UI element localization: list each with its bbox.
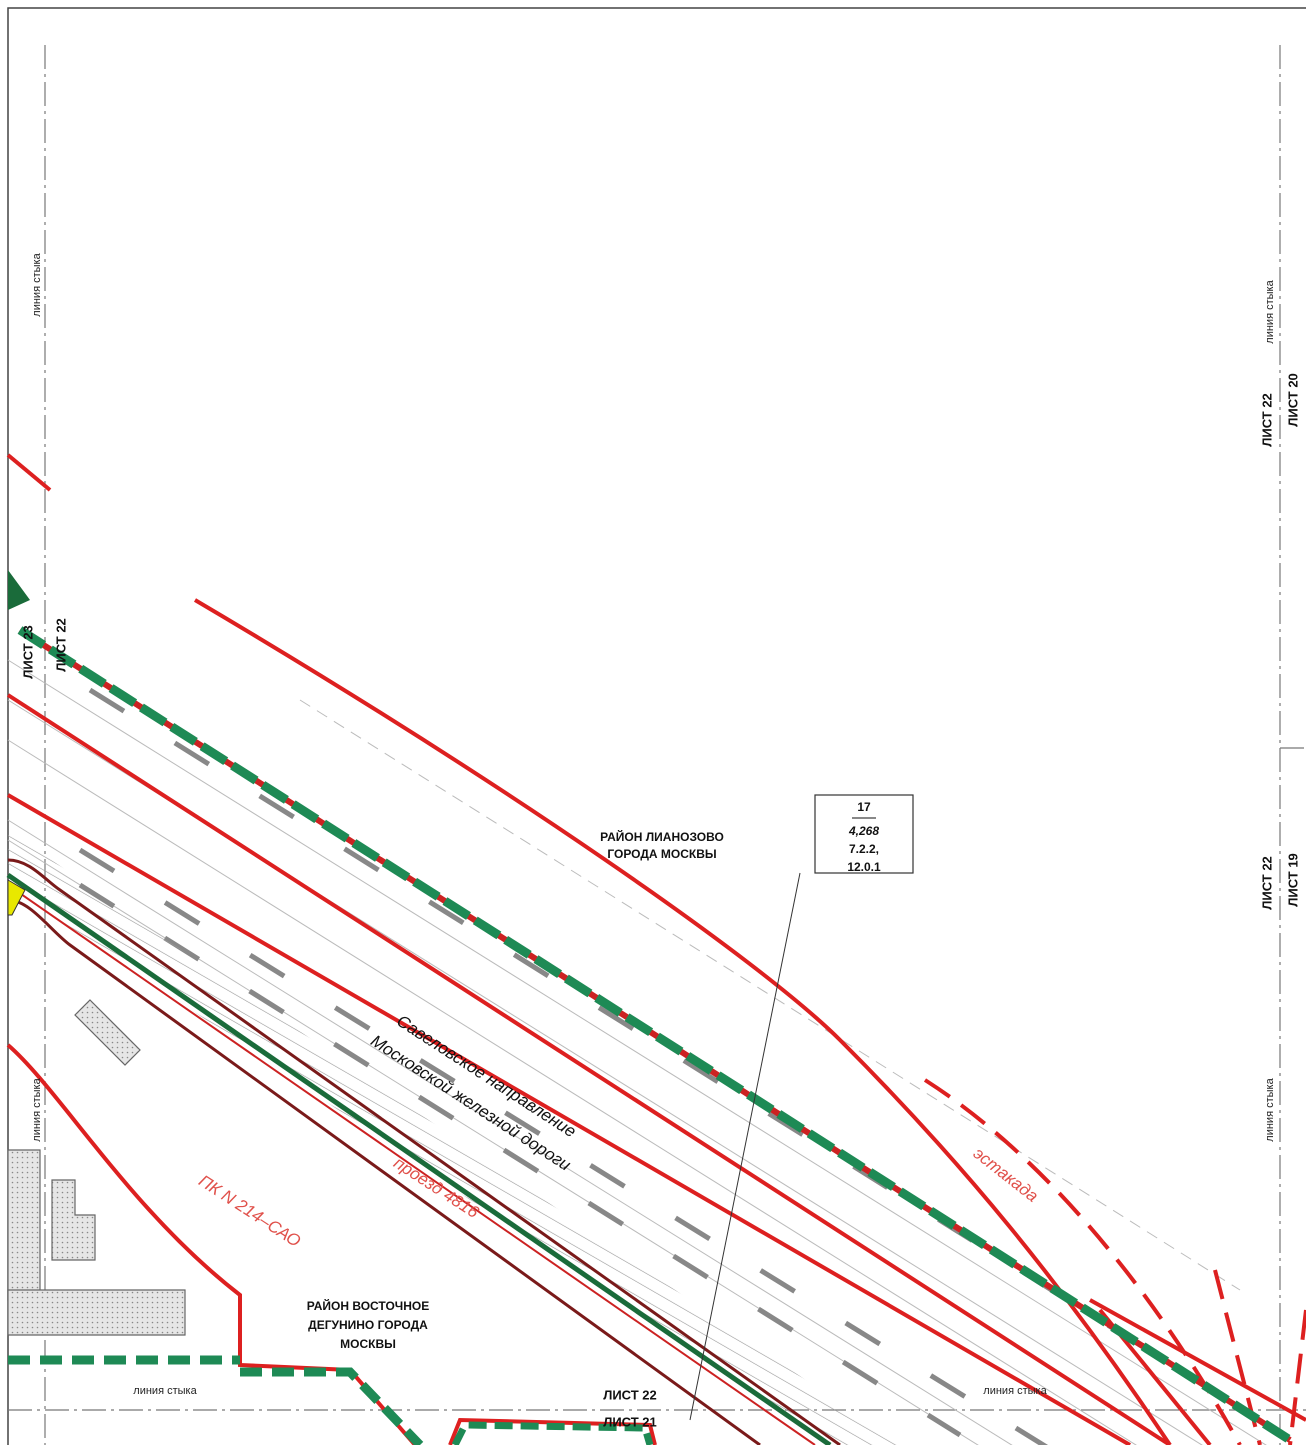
frame <box>7 7 1306 1445</box>
joint-label: линия стыка <box>133 1385 197 1397</box>
sheet-label: ЛИСТ 22 <box>603 1387 657 1402</box>
hatched-corridor <box>8 830 900 1445</box>
platform <box>88 687 1262 1423</box>
sheet-label: ЛИСТ 21 <box>603 1414 657 1429</box>
red-line <box>7 884 816 1445</box>
green-wedge <box>8 570 30 610</box>
sheet-label: ЛИСТ 23 <box>20 625 35 679</box>
picket-label: ПК N 214–САО <box>195 1171 304 1251</box>
track <box>7 699 1203 1445</box>
red-line <box>193 598 1172 1445</box>
district-label: РАЙОН ЛИАНОЗОВО <box>600 829 724 844</box>
joint-label: линия стыка <box>31 252 43 316</box>
boundary-green <box>451 1421 654 1445</box>
joint-label: линия стыка <box>31 1077 43 1141</box>
red-line <box>448 1417 657 1445</box>
district-label: ГОРОДА МОСКВЫ <box>607 847 716 861</box>
district-label: ДЕГУНИНО ГОРОДА <box>308 1318 428 1332</box>
district-label: МОСКВЫ <box>340 1337 396 1351</box>
callout-leader <box>689 872 801 1421</box>
track <box>7 659 1267 1445</box>
callout-code: 12.0.1 <box>847 860 881 874</box>
overpass-line <box>1288 1309 1306 1445</box>
sheet-label: ЛИСТ 22 <box>1259 393 1274 447</box>
red-line <box>6 793 1132 1445</box>
callout-area: 4,268 <box>848 824 879 838</box>
building <box>7 1289 186 1336</box>
red-line <box>6 453 52 492</box>
red-line <box>6 693 1172 1445</box>
sheet-label: ЛИСТ 19 <box>1285 853 1300 907</box>
platforms <box>78 687 1262 1445</box>
track <box>299 699 1241 1291</box>
callout-box <box>814 794 914 874</box>
red-line <box>1089 1298 1306 1422</box>
boundary-red <box>18 627 1292 1443</box>
sheet-label: ЛИСТ 20 <box>1285 373 1300 427</box>
sheet-label: ЛИСТ 22 <box>1259 856 1274 910</box>
track <box>7 739 1137 1445</box>
marker <box>7 879 26 916</box>
sheet-label: ЛИСТ 22 <box>53 618 68 672</box>
building <box>74 999 141 1066</box>
building <box>7 1149 41 1301</box>
track <box>7 819 1013 1445</box>
joint-label: линия стыка <box>983 1385 1047 1397</box>
platform <box>78 882 962 1438</box>
overpass-label: эстакада <box>970 1144 1042 1206</box>
joint-lines <box>8 45 1306 1445</box>
joint-label: линия стыка <box>1264 279 1276 343</box>
callout-number: 17 <box>857 800 871 814</box>
boundary-green <box>8 1355 424 1445</box>
joint-label: линия стыка <box>1264 1077 1276 1141</box>
callout-code: 7.2.2, <box>849 842 879 856</box>
green-line <box>6 872 832 1445</box>
building <box>51 1179 96 1261</box>
buildings <box>7 999 186 1336</box>
red-line <box>6 1043 417 1445</box>
district-label: РАЙОН ВОСТОЧНОЕ <box>307 1298 429 1313</box>
corridor-edge <box>7 858 841 1445</box>
